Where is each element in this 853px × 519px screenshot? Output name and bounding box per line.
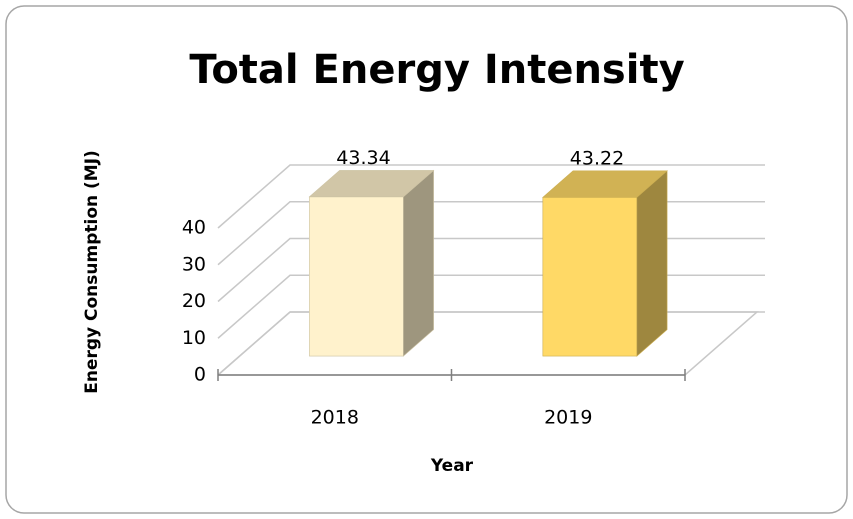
- bar: [308, 169, 435, 357]
- y-tick-label: 40: [182, 217, 206, 239]
- bar-side: [403, 169, 434, 357]
- x-tick-label: 2019: [544, 407, 592, 429]
- y-axis-title: Energy Consumption (MJ): [82, 150, 102, 394]
- y-tick-label: 0: [194, 364, 206, 386]
- bar: [542, 170, 668, 357]
- bar-top: [308, 170, 435, 198]
- x-tick-label: 2018: [311, 407, 359, 429]
- bar-front: [309, 196, 404, 357]
- y-tick-label: 10: [182, 327, 206, 349]
- bar-front: [542, 196, 638, 357]
- value-label: 43.22: [570, 147, 624, 169]
- bar-side: [636, 170, 668, 357]
- y-tick-label: 30: [182, 253, 206, 275]
- bar-top: [542, 170, 668, 198]
- x-axis-title: Year: [430, 456, 474, 476]
- value-label: 43.34: [336, 147, 390, 169]
- grid-line: [217, 164, 765, 229]
- chart-title: Total Energy Intensity: [189, 47, 684, 93]
- y-tick-label: 20: [182, 290, 206, 312]
